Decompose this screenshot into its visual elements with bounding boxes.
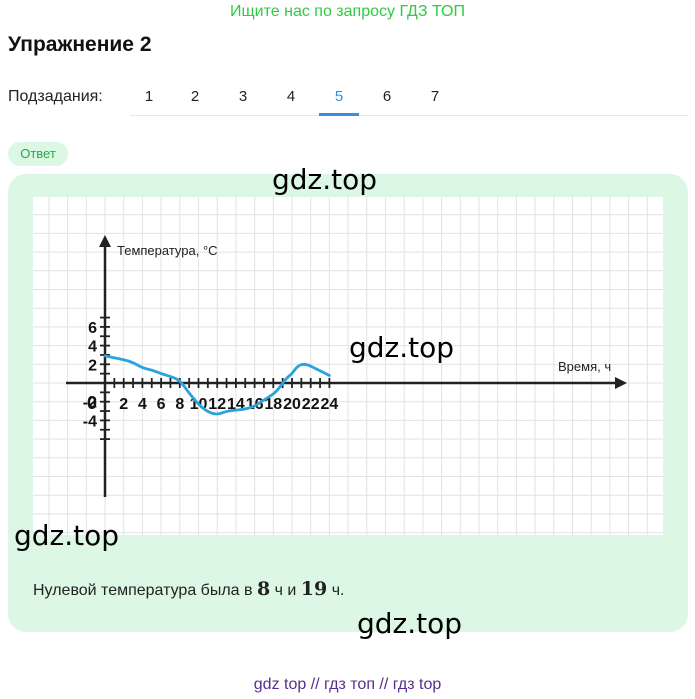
y-axis-arrow <box>99 235 111 247</box>
tab-subtask-3[interactable]: 3 <box>238 88 248 105</box>
x-tick-label: 6 <box>157 396 166 413</box>
watermark: gdz.top <box>357 607 463 640</box>
x-tick-label: 22 <box>302 396 320 413</box>
x-axis-label: Время, ч <box>558 359 611 374</box>
x-axis-arrow <box>615 377 627 389</box>
subtasks-nav: Подзадания: 1 2 3 4 5 6 7 <box>8 84 688 116</box>
watermark: gdz.top <box>349 331 455 364</box>
active-tab-indicator <box>319 113 359 116</box>
x-tick-label: 24 <box>321 396 339 413</box>
y-tick-label: 6 <box>88 320 97 337</box>
x-tick-label: 2 <box>119 396 128 413</box>
tab-subtask-7[interactable]: 7 <box>430 88 440 105</box>
answer-prefix: Нулевой температура была в <box>33 582 257 599</box>
subtasks-label: Подзадания: <box>8 88 103 105</box>
tab-subtask-6[interactable]: 6 <box>382 88 392 105</box>
answer-value-2: 19 <box>300 578 328 600</box>
answer-text: Нулевой температура была в 8 ч и 19 ч. <box>33 578 344 600</box>
x-tick-label: 20 <box>283 396 301 413</box>
x-tick-label: 12 <box>208 396 226 413</box>
y-tick-label: -4 <box>83 413 97 430</box>
search-banner: Ищите нас по запросу ГДЗ ТОП <box>230 3 465 20</box>
temperature-chart: 2 4 6 8 10 12 14 16 18 20 22 24642-2-40Температура,… <box>33 197 663 535</box>
y-tick-label: 4 <box>88 339 97 356</box>
x-tick-label: 4 <box>138 396 147 413</box>
watermark: gdz.top <box>14 519 120 552</box>
x-tick-label: 18 <box>264 396 282 413</box>
footer-links: gdz top // гдз топ // гдз top <box>253 676 442 693</box>
tab-subtask-1[interactable]: 1 <box>144 88 154 105</box>
subtasks-divider <box>130 115 688 116</box>
answer-badge[interactable]: Ответ <box>8 142 68 166</box>
answer-value-1: 8 <box>256 578 271 600</box>
y-tick-label: -2 <box>83 395 97 412</box>
answer-suffix: ч. <box>327 582 345 599</box>
y-axis-label: Температура, °C <box>117 243 218 258</box>
x-tick-label: 8 <box>175 396 184 413</box>
page-title: Упражнение 2 <box>8 33 152 56</box>
temperature-graph: 2 4 6 8 10 12 14 16 18 20 22 24 6 4 2 -2 -4 0 Температура,… <box>33 197 663 535</box>
tab-subtask-4[interactable]: 4 <box>286 88 296 105</box>
answer-mid: ч и <box>270 582 301 599</box>
tab-subtask-5[interactable]: 5 <box>334 88 344 105</box>
y-tick-label: 2 <box>88 357 97 374</box>
tab-subtask-2[interactable]: 2 <box>190 88 200 105</box>
origin-label: 0 <box>87 393 97 413</box>
temperature-line <box>103 354 331 416</box>
watermark: gdz.top <box>272 163 378 196</box>
